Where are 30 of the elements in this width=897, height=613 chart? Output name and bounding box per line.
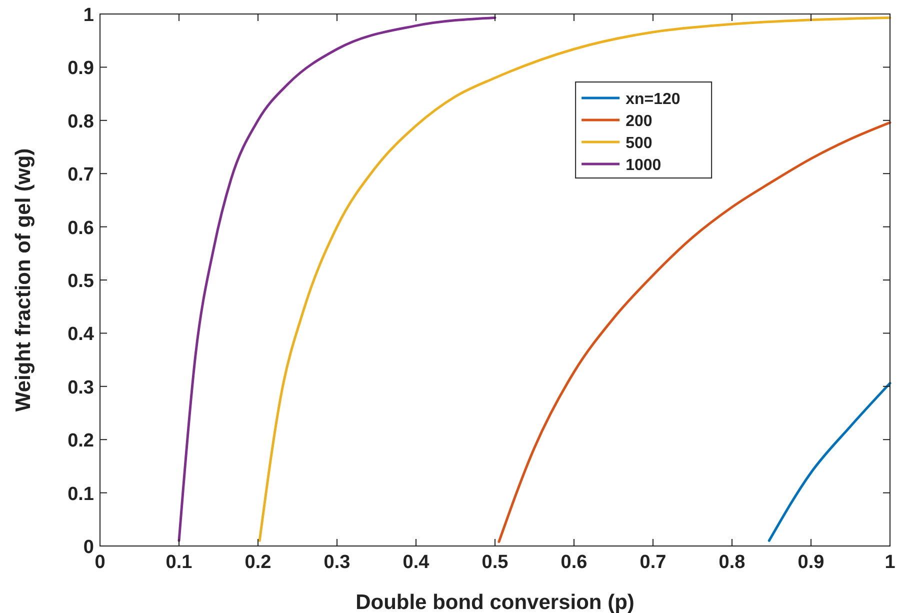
y-tick-label: 0.3 [68, 377, 94, 398]
x-tick-label: 1 [884, 552, 896, 573]
x-axis-title: Double bond conversion (p) [356, 591, 634, 613]
x-tick-label: 0.8 [718, 552, 746, 573]
y-tick-label: 0.2 [68, 430, 94, 452]
y-tick-label: 1 [83, 5, 94, 26]
x-tick-label: 0.2 [244, 552, 272, 573]
line-series [258, 16, 892, 542]
y-tick-label: 0.5 [68, 271, 94, 292]
x-tick-label: 0.3 [324, 552, 350, 573]
y-tick-label: 0.1 [68, 484, 94, 505]
line-series [178, 16, 496, 542]
x-tick-label: 0.4 [402, 552, 430, 573]
y-axis-title: Weight fraction of gel (wg) [12, 148, 35, 412]
x-tick-label: 0.6 [560, 552, 588, 573]
y-tick-label: 0.6 [68, 218, 94, 239]
x-tick-label: 0.7 [640, 552, 666, 573]
x-tick-label: 0.5 [482, 552, 509, 573]
y-tick-label: 0.4 [68, 324, 94, 346]
y-tick-label: 0.7 [68, 164, 94, 186]
x-tick-label: 0.1 [166, 552, 193, 573]
legend-label: 1000 [626, 157, 662, 174]
legend-label: 200 [626, 113, 652, 130]
legend-label: xn=120 [626, 91, 680, 108]
y-tick-label: 0.8 [68, 111, 94, 132]
line-series [768, 382, 892, 542]
y-tick-label: 0.9 [68, 58, 94, 80]
legend-label: 500 [626, 135, 652, 152]
x-tick-label: 0.9 [798, 552, 824, 573]
y-tick-label: 0 [83, 537, 94, 558]
